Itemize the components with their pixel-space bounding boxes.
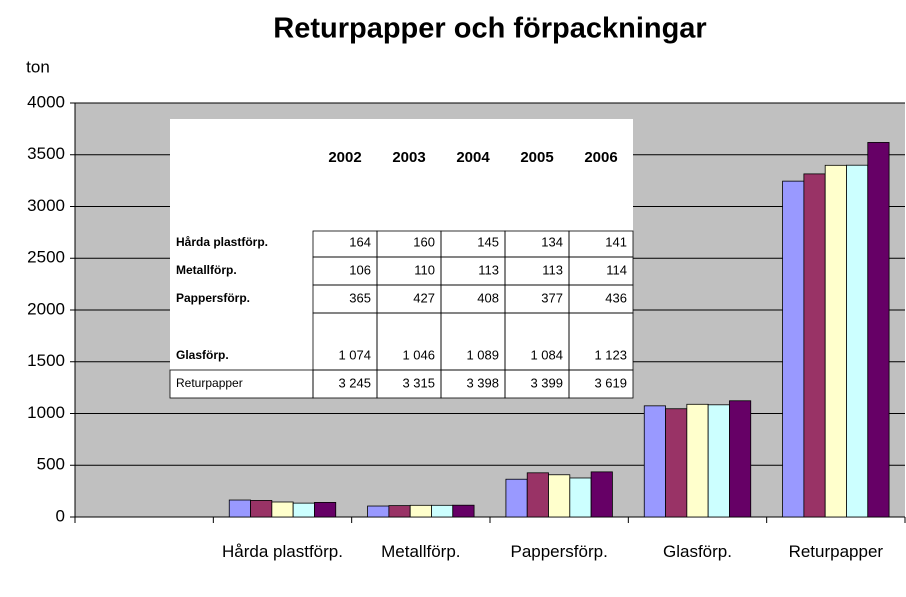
bar <box>729 400 752 518</box>
x-tick-label: Hårda plastförp. <box>222 542 343 561</box>
table-value: 113 <box>478 262 499 277</box>
bar <box>707 404 730 518</box>
table-value: 3 245 <box>338 375 371 390</box>
table-value: 408 <box>477 290 499 305</box>
table-value: 134 <box>541 234 563 249</box>
y-tick-label: 2000 <box>27 299 65 318</box>
table-header: 2002 <box>328 149 361 166</box>
table-value: 141 <box>605 234 627 249</box>
y-tick-label: 4000 <box>27 92 65 111</box>
table-value: 1 089 <box>466 347 499 362</box>
table-header: 2006 <box>584 149 617 166</box>
bar <box>643 405 666 518</box>
bar <box>250 500 273 518</box>
table-header: 2004 <box>456 149 490 166</box>
bar <box>431 504 454 518</box>
table-header: 2005 <box>520 149 553 166</box>
table-value: 110 <box>414 262 435 277</box>
y-tick-label: 1000 <box>27 403 65 422</box>
bar <box>548 474 571 518</box>
bar <box>665 408 688 518</box>
table-cell <box>568 369 634 399</box>
bar <box>846 164 869 518</box>
table-row-label: Hårda plastförp. <box>176 235 268 249</box>
table-value: 106 <box>349 262 371 277</box>
table-value: 164 <box>349 234 371 249</box>
x-tick-label: Pappersförp. <box>510 542 608 561</box>
bar <box>228 499 251 518</box>
y-tick-label: 3000 <box>27 196 65 215</box>
table-row-label: Metallförp. <box>176 263 237 277</box>
bar <box>314 502 337 518</box>
y-tick-label: 0 <box>56 506 65 525</box>
bar <box>452 504 475 518</box>
y-axis-label: ton <box>26 57 50 76</box>
chart-title: Returpapper och förpackningar <box>273 13 706 45</box>
bar <box>409 504 432 518</box>
table-value: 114 <box>606 262 627 277</box>
x-tick-label: Glasförp. <box>663 542 732 561</box>
x-tick-label: Returpapper <box>788 542 884 561</box>
bar <box>271 501 294 518</box>
table-value: 3 398 <box>466 375 499 390</box>
table-row-label: Pappersförp. <box>176 291 250 305</box>
bar <box>505 478 528 518</box>
bar <box>526 472 549 518</box>
x-tick-label: Metallförp. <box>381 542 461 561</box>
table-value: 427 <box>413 290 435 305</box>
bar <box>782 180 805 518</box>
bar <box>686 403 709 518</box>
y-tick-label: 3500 <box>27 144 65 163</box>
table-value: 3 619 <box>594 375 627 390</box>
table-value: 113 <box>542 262 563 277</box>
table-row-label: Glasförp. <box>176 348 229 362</box>
table-value: 436 <box>605 290 627 305</box>
bar <box>292 502 315 518</box>
table-value: 3 315 <box>402 375 435 390</box>
table-value: 145 <box>477 234 499 249</box>
table-value: 377 <box>541 290 563 305</box>
bar <box>824 164 847 518</box>
bar <box>590 471 613 518</box>
table-value: 160 <box>413 234 435 249</box>
data-table <box>170 119 633 398</box>
bar <box>367 505 390 518</box>
table-value: 365 <box>349 290 371 305</box>
table-value: 1 084 <box>530 347 563 362</box>
table-value: 1 123 <box>594 347 627 362</box>
bar <box>388 505 411 518</box>
bar <box>867 142 890 518</box>
table-value: 3 399 <box>530 375 563 390</box>
table-header: 2003 <box>392 149 425 166</box>
y-tick-label: 1500 <box>27 351 65 370</box>
y-tick-label: 500 <box>37 455 65 474</box>
table-value: 1 046 <box>402 347 435 362</box>
y-tick-label: 2500 <box>27 248 65 267</box>
bar <box>803 173 826 518</box>
bar <box>569 477 592 518</box>
table-value: 1 074 <box>338 347 371 362</box>
table-row-label: Returpapper <box>176 376 243 390</box>
